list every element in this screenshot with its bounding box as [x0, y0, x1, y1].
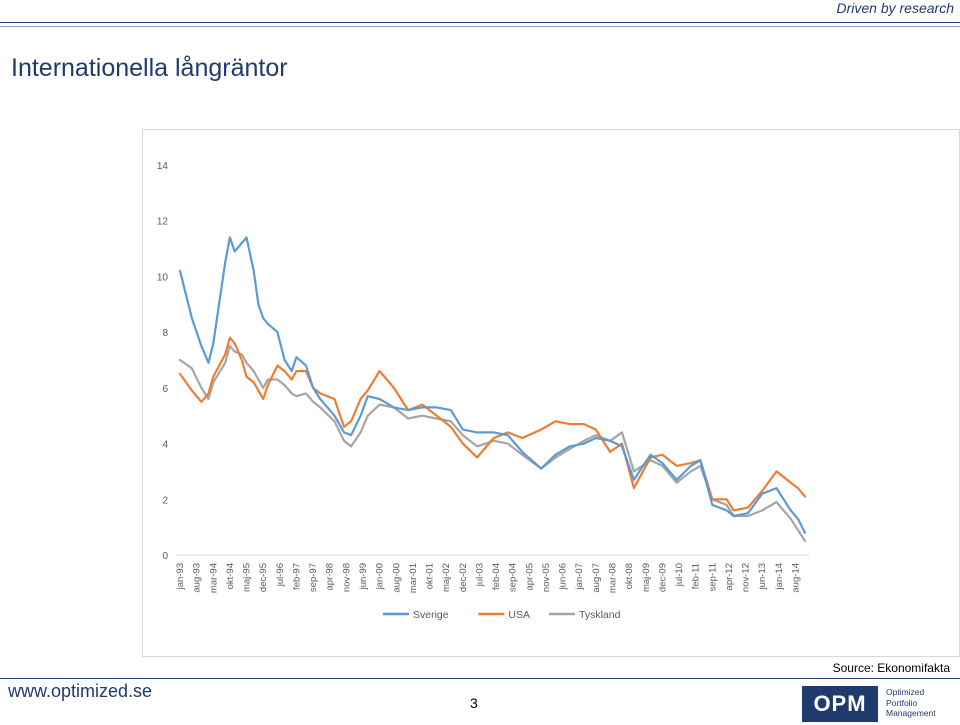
x-tick-label: sep-04 — [508, 563, 519, 592]
x-tick-label: dec-09 — [657, 563, 668, 592]
series-line-sverige — [178, 236, 807, 534]
website-link[interactable]: www.optimized.se — [8, 681, 153, 701]
y-tick-label: 6 — [162, 384, 168, 395]
opm-logo: OPM Optimized Portfolio Management — [802, 686, 956, 722]
x-tick-label: maj-95 — [242, 563, 253, 592]
x-tick-label: apr-12 — [724, 563, 735, 590]
x-tick-label: jan-93 — [175, 563, 186, 590]
legend-label: USA — [508, 609, 530, 621]
chart-frame: 0 2 4 6 8 10 12 14 jan-93 aug-93 mar-94 okt-94 maj-9… — [142, 129, 960, 657]
legend-label: Sverige — [413, 609, 449, 621]
x-tick-label: nov-05 — [541, 563, 552, 592]
x-tick-label: okt-94 — [225, 563, 236, 589]
series-line-tyskland — [178, 345, 807, 543]
x-tick-label: apr-05 — [524, 563, 535, 590]
y-tick-label: 10 — [157, 272, 169, 283]
x-tick-label: nov-12 — [741, 563, 752, 592]
x-tick-label: feb-04 — [491, 563, 502, 590]
x-tick-label: nov-98 — [341, 563, 352, 592]
x-tick-label: mar-94 — [208, 563, 219, 593]
legend-label: Tyskland — [579, 609, 621, 621]
x-tick-label: sep-11 — [707, 563, 718, 591]
x-tick-label: okt-08 — [624, 563, 635, 589]
page-title: Internationella långräntor — [11, 54, 288, 82]
logo-line: Portfolio — [886, 697, 918, 708]
tagline: Driven by research — [836, 0, 955, 16]
x-tick-label: jul-10 — [674, 563, 685, 587]
logo-mark: OPM — [802, 686, 878, 722]
x-tick-label: maj-02 — [441, 563, 452, 592]
x-tick-label: jul-03 — [474, 563, 485, 587]
line-chart: 0 2 4 6 8 10 12 14 jan-93 aug-93 mar-94 okt-94 maj-9… — [157, 161, 809, 621]
y-tick-label: 2 — [162, 495, 168, 506]
x-tick-label: feb-11 — [691, 563, 702, 589]
x-tick-label: aug-07 — [591, 563, 602, 593]
logo-line: Optimized — [886, 687, 925, 697]
x-tick-label: aug-14 — [790, 563, 801, 593]
source-note: Source: Ekonomifakta — [832, 661, 950, 675]
y-tick-label: 0 — [162, 551, 168, 562]
x-tick-label: mar-08 — [608, 563, 619, 593]
footer-divider — [0, 678, 960, 679]
series-line-usa — [178, 336, 807, 512]
header-divider — [0, 22, 960, 23]
x-tick-label: jun-99 — [358, 563, 369, 590]
x-tick-label: jan-14 — [774, 563, 785, 590]
y-tick-label: 14 — [157, 161, 169, 172]
x-tick-label: dec-95 — [258, 563, 269, 592]
x-tick-label: sep-97 — [308, 563, 319, 592]
y-tick-label: 8 — [162, 328, 168, 339]
x-tick-label: mar-01 — [408, 563, 419, 593]
x-tick-label: dec-02 — [458, 563, 469, 592]
logo-line: Management — [886, 708, 936, 718]
page-number: 3 — [470, 695, 478, 711]
x-tick-label: okt-01 — [425, 563, 436, 589]
x-tick-label: apr-98 — [325, 563, 336, 590]
y-tick-label: 12 — [157, 217, 169, 228]
x-tick-label: aug-93 — [192, 563, 203, 593]
x-tick-label: maj-09 — [641, 563, 652, 592]
x-tick-label: aug-00 — [391, 563, 402, 593]
x-tick-label: jan-00 — [375, 563, 386, 590]
x-tick-label: jul-96 — [275, 563, 286, 587]
x-tick-label: jun-06 — [558, 563, 569, 590]
x-tick-label: jun-13 — [757, 563, 768, 590]
header-divider-secondary — [0, 26, 960, 27]
logo-wordmark: Optimized Portfolio Management — [886, 687, 956, 719]
x-tick-label: jan-07 — [574, 563, 585, 590]
y-tick-label: 4 — [162, 440, 168, 451]
x-tick-label: feb-97 — [291, 563, 302, 590]
